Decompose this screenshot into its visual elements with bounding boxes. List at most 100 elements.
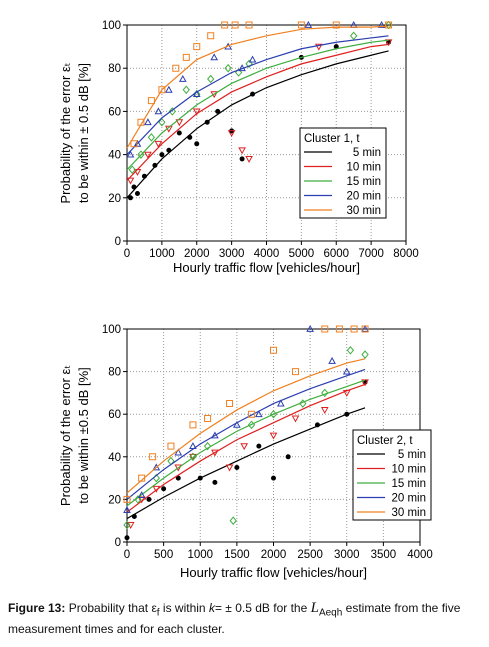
x-tick-label: 0 [124, 549, 130, 561]
point [182, 53, 190, 61]
fit-curve [126, 39, 389, 171]
legend-label: 30 min [346, 205, 381, 217]
point [342, 390, 351, 397]
caption-text: = ± 0.5 dB for the [214, 601, 308, 615]
point [361, 324, 369, 332]
fit-curve [126, 35, 389, 156]
point [215, 108, 221, 114]
point [158, 117, 166, 127]
x-tick-label: 3000 [219, 248, 245, 260]
fit-curve [126, 379, 366, 507]
point [231, 21, 239, 29]
point [350, 325, 358, 333]
point [154, 140, 163, 148]
x-tick-label: 0 [124, 248, 130, 260]
x-tick-label: 1000 [149, 248, 175, 260]
x-tick-label: 6000 [323, 248, 349, 260]
point [384, 39, 393, 47]
point [221, 21, 229, 29]
x-axis-label: Hourly traffic flow [vehicles/hour] [173, 260, 360, 275]
x-tick-label: 7000 [358, 248, 384, 260]
point [248, 55, 257, 63]
point [227, 130, 236, 138]
point [271, 475, 276, 481]
y-tick-label: 100 [102, 324, 121, 336]
point [234, 68, 243, 77]
point [137, 150, 145, 159]
point [291, 368, 299, 376]
legend-label: 10 min [346, 162, 381, 174]
point [144, 118, 152, 126]
point [344, 411, 350, 417]
point [194, 141, 200, 147]
point [144, 151, 152, 159]
x-tick-label: 2000 [184, 248, 210, 260]
point [247, 420, 256, 430]
y-axis-label: to be within ± 0.5 dB [%] [76, 63, 91, 203]
point [138, 474, 146, 482]
point [123, 520, 131, 530]
point [332, 21, 340, 29]
y-tick-label: 100 [102, 20, 121, 32]
point [211, 431, 219, 439]
point [245, 21, 253, 29]
point [176, 130, 182, 136]
point [285, 454, 291, 460]
fit-curve [126, 43, 389, 181]
point [137, 118, 145, 126]
point [299, 399, 307, 408]
point [226, 400, 234, 408]
point [127, 195, 133, 201]
point [192, 90, 201, 98]
x-tick-label: 500 [154, 549, 173, 561]
x-tick-label: 4000 [407, 549, 433, 561]
fit-curve [126, 368, 366, 500]
caption-sub: f [156, 607, 160, 619]
fit-curve [126, 358, 366, 494]
legend-label: 5 min [353, 147, 381, 159]
point [250, 91, 256, 97]
caption-text: estimate from the five measurement times… [8, 601, 461, 637]
point [291, 415, 300, 423]
point [152, 162, 158, 168]
point [193, 43, 201, 51]
point [210, 53, 219, 61]
point [128, 165, 136, 174]
point [141, 173, 147, 179]
fit-curve [126, 407, 366, 520]
y-tick-label: 80 [108, 367, 121, 379]
point [270, 346, 277, 354]
point [361, 350, 369, 359]
point [255, 410, 263, 418]
legend-label: 5 min [398, 449, 426, 461]
point [131, 184, 137, 190]
x-tick-label: 1500 [224, 549, 250, 561]
point [182, 85, 190, 95]
point [350, 31, 358, 41]
point [137, 491, 146, 499]
point [152, 463, 161, 471]
x-axis-label: Hourly traffic flow [vehicles/hour] [180, 565, 367, 580]
point [328, 356, 336, 364]
point [297, 21, 305, 29]
point [168, 107, 176, 116]
point [175, 475, 181, 481]
point [189, 421, 197, 429]
legend-box [352, 429, 432, 521]
point [174, 448, 183, 456]
point [134, 495, 142, 504]
point [276, 399, 285, 407]
legend-label: 15 min [346, 176, 381, 188]
point [167, 442, 175, 450]
fit-curve [126, 25, 389, 149]
point [152, 485, 161, 493]
y-tick-label: 80 [108, 63, 121, 75]
y-tick-label: 0 [115, 537, 121, 549]
point [126, 177, 135, 185]
caption-text: is within [162, 601, 206, 615]
legend-box [299, 127, 387, 219]
point [133, 168, 142, 176]
fit-curve [126, 383, 366, 513]
point [225, 464, 234, 472]
